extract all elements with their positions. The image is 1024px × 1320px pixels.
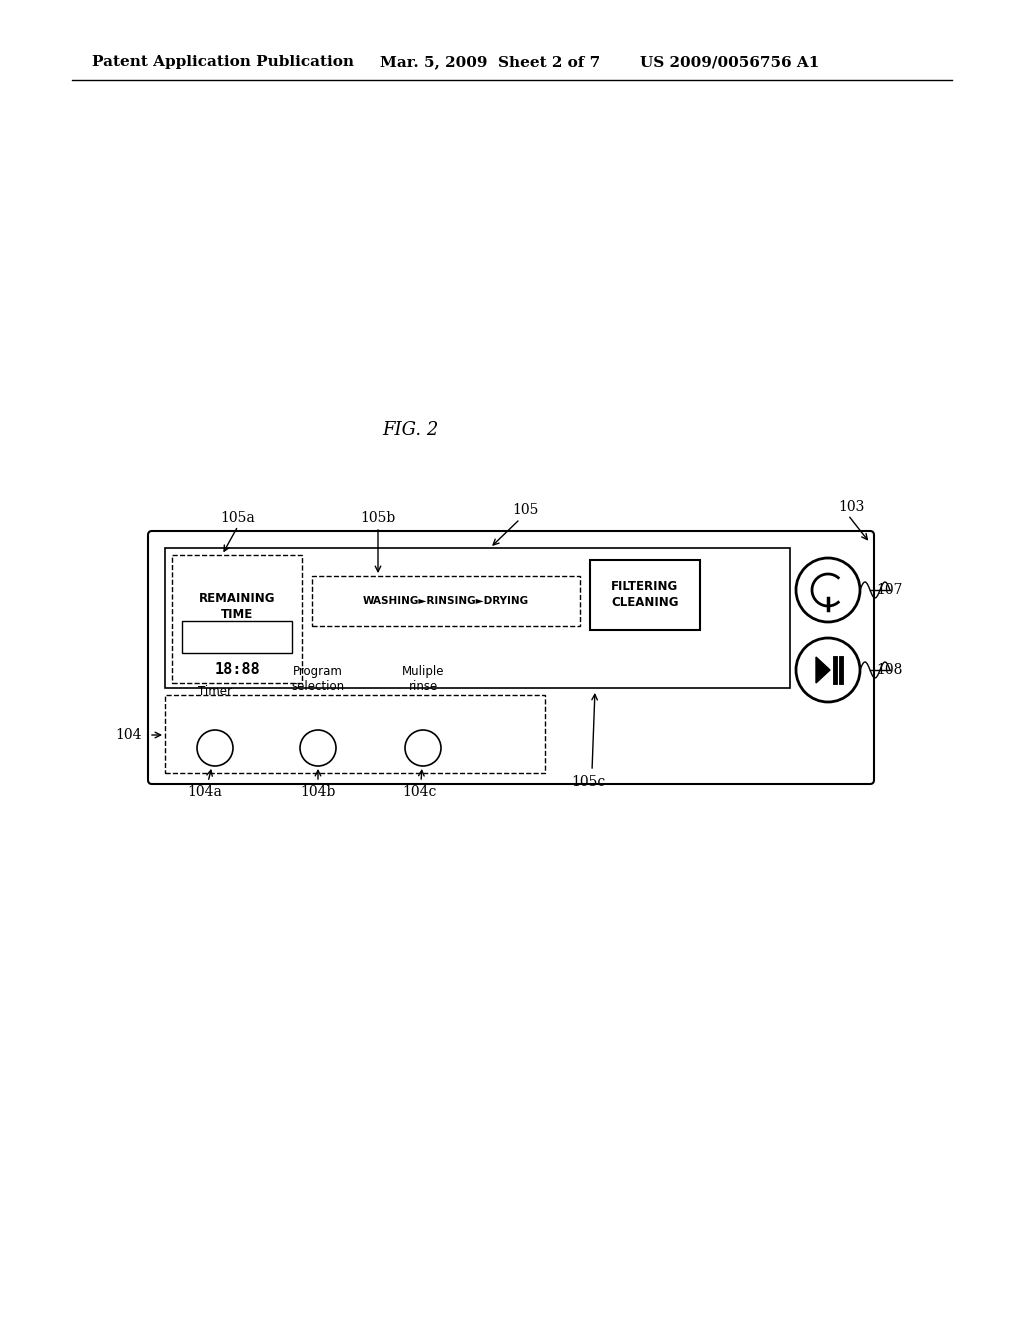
Circle shape bbox=[796, 558, 860, 622]
Text: 105b: 105b bbox=[360, 511, 395, 525]
Text: 107: 107 bbox=[876, 583, 902, 597]
Text: 104b: 104b bbox=[300, 785, 336, 799]
Text: 104: 104 bbox=[116, 729, 142, 742]
Text: 104c: 104c bbox=[402, 785, 437, 799]
Circle shape bbox=[796, 638, 860, 702]
Polygon shape bbox=[816, 657, 830, 682]
Text: REMAINING
TIME: REMAINING TIME bbox=[199, 593, 275, 622]
Text: 103: 103 bbox=[838, 500, 864, 513]
Bar bbox=[312, 576, 580, 626]
Bar bbox=[165, 548, 790, 688]
Circle shape bbox=[406, 730, 441, 766]
Text: 104a: 104a bbox=[187, 785, 222, 799]
Text: Timer: Timer bbox=[198, 685, 232, 698]
Text: Patent Application Publication: Patent Application Publication bbox=[92, 55, 354, 69]
Bar bbox=[590, 560, 700, 630]
Text: 105: 105 bbox=[512, 503, 539, 517]
Text: WASHING►RINSING►DRYING: WASHING►RINSING►DRYING bbox=[362, 597, 529, 606]
Bar bbox=[165, 696, 545, 774]
Text: 108: 108 bbox=[876, 663, 902, 677]
Circle shape bbox=[300, 730, 336, 766]
Text: 105c: 105c bbox=[570, 775, 605, 789]
Text: Program
selection: Program selection bbox=[292, 665, 344, 693]
Circle shape bbox=[197, 730, 233, 766]
Bar bbox=[172, 554, 302, 682]
Text: Mar. 5, 2009  Sheet 2 of 7: Mar. 5, 2009 Sheet 2 of 7 bbox=[380, 55, 600, 69]
Text: US 2009/0056756 A1: US 2009/0056756 A1 bbox=[640, 55, 819, 69]
Bar bbox=[182, 620, 292, 653]
Text: 18:88: 18:88 bbox=[214, 661, 260, 676]
FancyBboxPatch shape bbox=[148, 531, 874, 784]
Text: FILTERING
CLEANING: FILTERING CLEANING bbox=[611, 581, 679, 610]
Text: FIG. 2: FIG. 2 bbox=[382, 421, 438, 440]
Text: 105a: 105a bbox=[220, 511, 255, 525]
Text: Muliple
rinse: Muliple rinse bbox=[401, 665, 444, 693]
